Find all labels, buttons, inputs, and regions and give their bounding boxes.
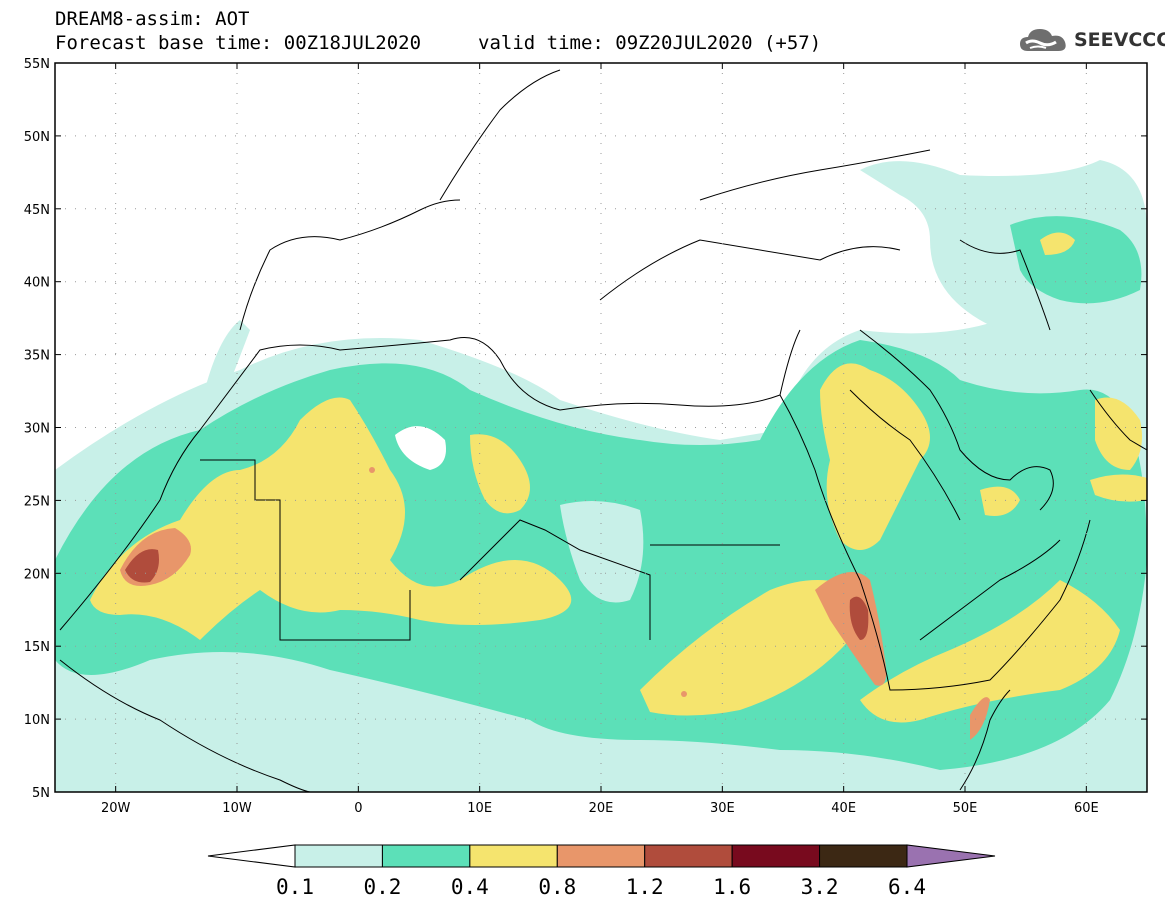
colorbar-segment (644, 844, 733, 868)
colorbar-segment (819, 844, 908, 868)
graticule (55, 63, 1147, 792)
aot-field (55, 160, 1147, 792)
logo: SEEVCCC (1018, 25, 1165, 55)
lat-label: 50N (24, 130, 50, 145)
colorbar-level-label: 0.8 (538, 875, 576, 899)
lat-label: 5N (32, 786, 50, 801)
colorbar-segment (381, 844, 471, 868)
aot-gaps (395, 426, 644, 603)
aot-band-0.4 (90, 232, 1147, 723)
cloud-icon (1020, 29, 1066, 51)
lat-label: 20N (24, 567, 50, 582)
colorbar-segment (731, 844, 821, 868)
lat-label: 15N (24, 640, 50, 655)
lon-label: 10E (467, 801, 492, 816)
lat-label: 35N (24, 349, 50, 364)
logo-text: SEEVCCC (1074, 29, 1165, 51)
colorbar-level-label: 3.2 (801, 875, 839, 899)
colorbar-level-label: 0.1 (276, 875, 314, 899)
colorbar-level-label: 1.6 (713, 875, 751, 899)
colorbar-labels: 0.1 0.2 0.4 0.8 1.2 1.6 3.2 6.4 (276, 875, 926, 899)
lon-label: 30E (710, 801, 735, 816)
forecast-base-time: Forecast base time: 00Z18JUL2020 (55, 32, 422, 54)
colorbar-level-label: 0.2 (363, 875, 401, 899)
lon-label: 20E (589, 801, 614, 816)
longitude-labels: 20W 10W 0 10E 20E 30E 40E 50E 60E (101, 63, 1099, 816)
lat-label: 30N (24, 422, 50, 437)
colorbar-level-label: 0.4 (451, 875, 489, 899)
lat-label: 45N (24, 203, 50, 218)
lon-label: 0 (354, 801, 362, 816)
colorbar-level-label: 1.2 (626, 875, 664, 899)
colorbar-segment (294, 844, 383, 868)
valid-time: valid time: 09Z20JUL2020 (+57) (478, 32, 822, 54)
lon-label: 40E (831, 801, 856, 816)
coastlines (59, 69, 1147, 792)
colorbar-segment (556, 844, 646, 868)
lat-label: 10N (24, 713, 50, 728)
lat-label: 25N (24, 494, 50, 509)
colorbar (207, 844, 996, 868)
lon-label: 10W (222, 801, 252, 816)
lat-label: 55N (24, 57, 50, 72)
colorbar-high-end (906, 844, 996, 868)
colorbar-low-end (207, 844, 296, 868)
colorbar-level-label: 6.4 (888, 875, 926, 899)
latitude-labels: 55N 50N 45N 40N 35N 30N 25N 20N 15N 10N 5N (24, 57, 1147, 801)
lon-label: 50E (953, 801, 978, 816)
lon-label: 20W (101, 801, 131, 816)
map-title: DREAM8-assim: AOT (55, 8, 250, 30)
lat-label: 40N (24, 276, 50, 291)
aot-band-1.2 (125, 549, 869, 640)
colorbar-segment (469, 844, 558, 868)
lon-label: 60E (1074, 801, 1099, 816)
